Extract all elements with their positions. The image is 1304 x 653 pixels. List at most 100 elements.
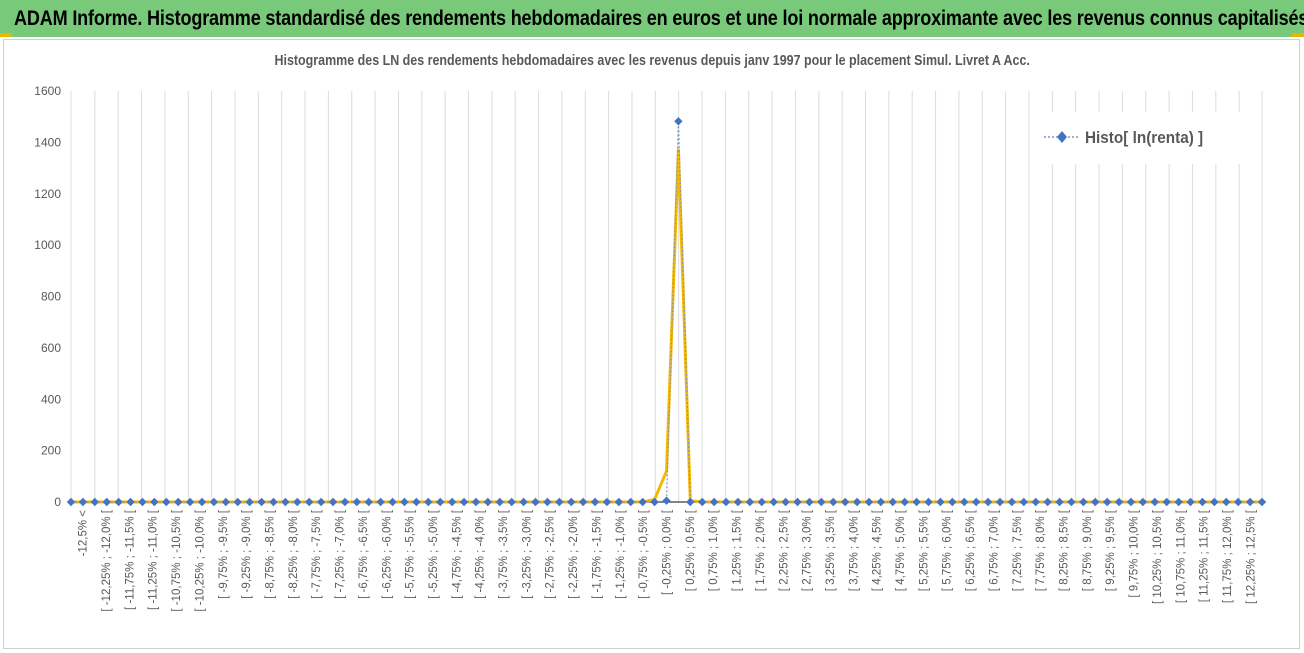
x-tick-label: [ -7,75% ; -7,5% [ — [311, 509, 323, 599]
histo-point — [1233, 497, 1243, 507]
histo-point — [507, 497, 516, 507]
histo-point — [602, 497, 612, 507]
x-tick-label: [ -3,25% ; -3,0% [ — [521, 509, 533, 599]
legend-label: Histo[ ln(renta) ] — [1085, 128, 1204, 147]
histo-point — [138, 497, 147, 507]
x-tick-label: [ 2,25% ; 2,5% [ — [778, 509, 790, 591]
histo-point — [1067, 497, 1076, 507]
histo-point — [721, 497, 731, 507]
x-tick-label: [ 6,25% ; 6,5% [ — [965, 509, 977, 591]
banner-accent-left — [0, 33, 12, 37]
histo-point — [305, 497, 314, 507]
x-tick-label: [ 12,25% ; 12,5% [ — [1245, 509, 1257, 604]
x-tick-label: [ 9,75% ; 10,0% [ — [1129, 509, 1141, 597]
histo-point — [185, 497, 195, 507]
x-tick-label: [ -7,25% ; -7,0% [ — [335, 509, 347, 599]
histo-point — [769, 497, 778, 507]
histo-point — [614, 497, 624, 507]
x-tick-label: [ -10,75% ; -10,5% [ — [171, 509, 183, 611]
histo-point — [1186, 497, 1195, 507]
histo-point — [960, 497, 969, 507]
histo-point — [1257, 497, 1267, 507]
x-tick-label: [ 10,25% ; 10,5% [ — [1152, 509, 1164, 604]
histo-point — [900, 497, 909, 507]
histo-point — [1162, 497, 1171, 507]
histo-point — [400, 497, 409, 507]
histo-point — [1174, 497, 1183, 507]
histo-point — [995, 497, 1005, 507]
histo-point — [852, 497, 862, 507]
x-tick-label: [ -3,75% ; -3,5% [ — [498, 509, 510, 599]
x-tick-label: [ -11,75% ; -11,5% [ — [124, 509, 136, 610]
histo-point — [1079, 497, 1088, 507]
histo-point — [1043, 497, 1052, 507]
x-tick-label: [ 9,25% ; 9,5% [ — [1105, 509, 1117, 591]
histo-point — [233, 497, 242, 507]
histo-point — [590, 497, 600, 507]
x-tick-label: [ -9,25% ; -9,0% [ — [241, 509, 253, 599]
chart-title: Histogramme des LN des rendements hebdom… — [274, 53, 1030, 69]
histo-point — [293, 497, 302, 507]
histo-point — [1091, 497, 1100, 507]
histo-point — [733, 497, 743, 507]
histo-point — [209, 497, 219, 507]
histo-point — [519, 497, 528, 507]
histo-point — [555, 497, 564, 507]
y-tick-label: 400 — [41, 392, 61, 406]
histo-point — [150, 497, 159, 507]
histo-point — [912, 497, 921, 507]
histo-point — [376, 497, 385, 507]
histo-point — [483, 497, 493, 507]
x-tick-label: [ 3,25% ; 3,5% [ — [825, 509, 837, 591]
x-tick-label: [ 10,75% ; 11,0% [ — [1175, 509, 1187, 603]
histo-point — [650, 497, 659, 507]
histo-point — [471, 497, 481, 507]
histo-point — [447, 497, 457, 507]
histo-point — [674, 117, 683, 126]
y-tick-label: 200 — [41, 444, 61, 458]
histo-point — [1031, 497, 1040, 507]
y-tick-label: 1200 — [34, 187, 61, 201]
histo-point — [459, 497, 469, 507]
histo-point — [1150, 497, 1160, 507]
x-tick-label: [ 1,25% ; 1,5% [ — [732, 509, 744, 591]
histo-point — [805, 497, 814, 507]
x-tick-label: [ -6,75% ; -6,5% [ — [358, 509, 370, 599]
histo-point — [1210, 497, 1219, 507]
histo-point — [1222, 497, 1231, 507]
histo-point — [436, 497, 445, 507]
histo-point — [328, 497, 338, 507]
histo-point — [1126, 497, 1136, 507]
x-tick-label: [ -9,75% ; -9,5% [ — [218, 509, 230, 599]
histo-point — [745, 497, 755, 507]
x-tick-label: [ -1,75% ; -1,5% [ — [591, 509, 603, 599]
histo-point — [1102, 497, 1112, 507]
x-tick-label: [ 2,75% ; 3,0% [ — [802, 509, 814, 591]
histo-point — [66, 497, 76, 507]
histo-point — [162, 497, 171, 507]
histo-point — [245, 497, 254, 507]
x-tick-label: [ -5,25% ; -5,0% [ — [428, 509, 440, 599]
histo-point — [578, 497, 588, 507]
normal-curve-line — [71, 148, 1262, 504]
x-tick-label: [ 0,25% ; 0,5% [ — [685, 509, 697, 591]
histo-point — [221, 497, 231, 507]
x-tick-label: [ 0,75% ; 1,0% [ — [708, 509, 720, 591]
x-tick-label: [ -8,75% ; -8,5% [ — [265, 509, 277, 599]
x-tick-label: [ -0,25% ; 0,0% [ — [662, 509, 674, 595]
histo-point — [817, 497, 826, 507]
x-tick-label: [ -10,25% ; -10,0% [ — [194, 509, 206, 611]
x-tick-label: [ 5,75% ; 6,0% [ — [942, 509, 954, 591]
histo-point — [90, 497, 100, 507]
x-tick-label: [ 11,75% ; 12,0% [ — [1222, 509, 1234, 603]
x-tick-label: [ -2,75% ; -2,5% [ — [545, 509, 557, 599]
y-tick-label: 600 — [41, 341, 61, 355]
histo-point — [281, 497, 290, 507]
x-tick-label: [ 7,25% ; 7,5% [ — [1012, 509, 1024, 591]
histo-point — [983, 497, 993, 507]
histo-point — [364, 497, 373, 507]
x-tick-label: [ 5,25% ; 5,5% [ — [918, 509, 930, 591]
histo-point — [126, 497, 135, 507]
histo-point — [257, 497, 266, 507]
histo-point — [114, 497, 123, 507]
